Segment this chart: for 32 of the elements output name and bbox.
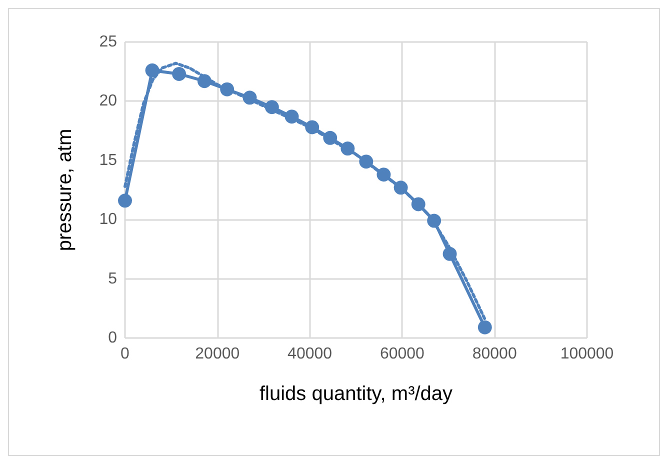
point <box>394 180 408 195</box>
y-tick-label: 5 <box>108 270 118 288</box>
point <box>220 82 234 96</box>
point <box>442 246 457 261</box>
y-tick-label: 15 <box>99 152 118 169</box>
point <box>340 142 355 156</box>
y-axis-title: pressure, atm <box>54 128 76 252</box>
x-tick-label: 20000 <box>195 346 240 362</box>
point <box>376 168 391 182</box>
point <box>197 74 212 88</box>
x-tick-label: 80000 <box>472 346 517 362</box>
x-tick-label: 60000 <box>380 346 425 362</box>
x-tick-label: 40000 <box>288 346 332 362</box>
y-tick-label: 0 <box>108 330 118 346</box>
point <box>323 130 338 145</box>
point <box>411 197 426 212</box>
y-tick-label: 20 <box>99 92 118 110</box>
point <box>359 154 374 169</box>
point <box>284 110 299 124</box>
y-tick-label: 25 <box>99 34 118 50</box>
x-axis-title: fluids quantity, m³/day <box>259 383 453 405</box>
point <box>427 214 442 228</box>
point <box>118 194 132 208</box>
point <box>145 63 160 78</box>
x-tick-label: 0 <box>120 346 130 362</box>
point <box>305 120 320 134</box>
point <box>478 320 492 334</box>
point <box>264 100 279 114</box>
point <box>242 90 257 105</box>
y-tick-label: 10 <box>99 211 118 228</box>
x-tick-label: 100000 <box>560 346 614 362</box>
point <box>172 66 186 81</box>
